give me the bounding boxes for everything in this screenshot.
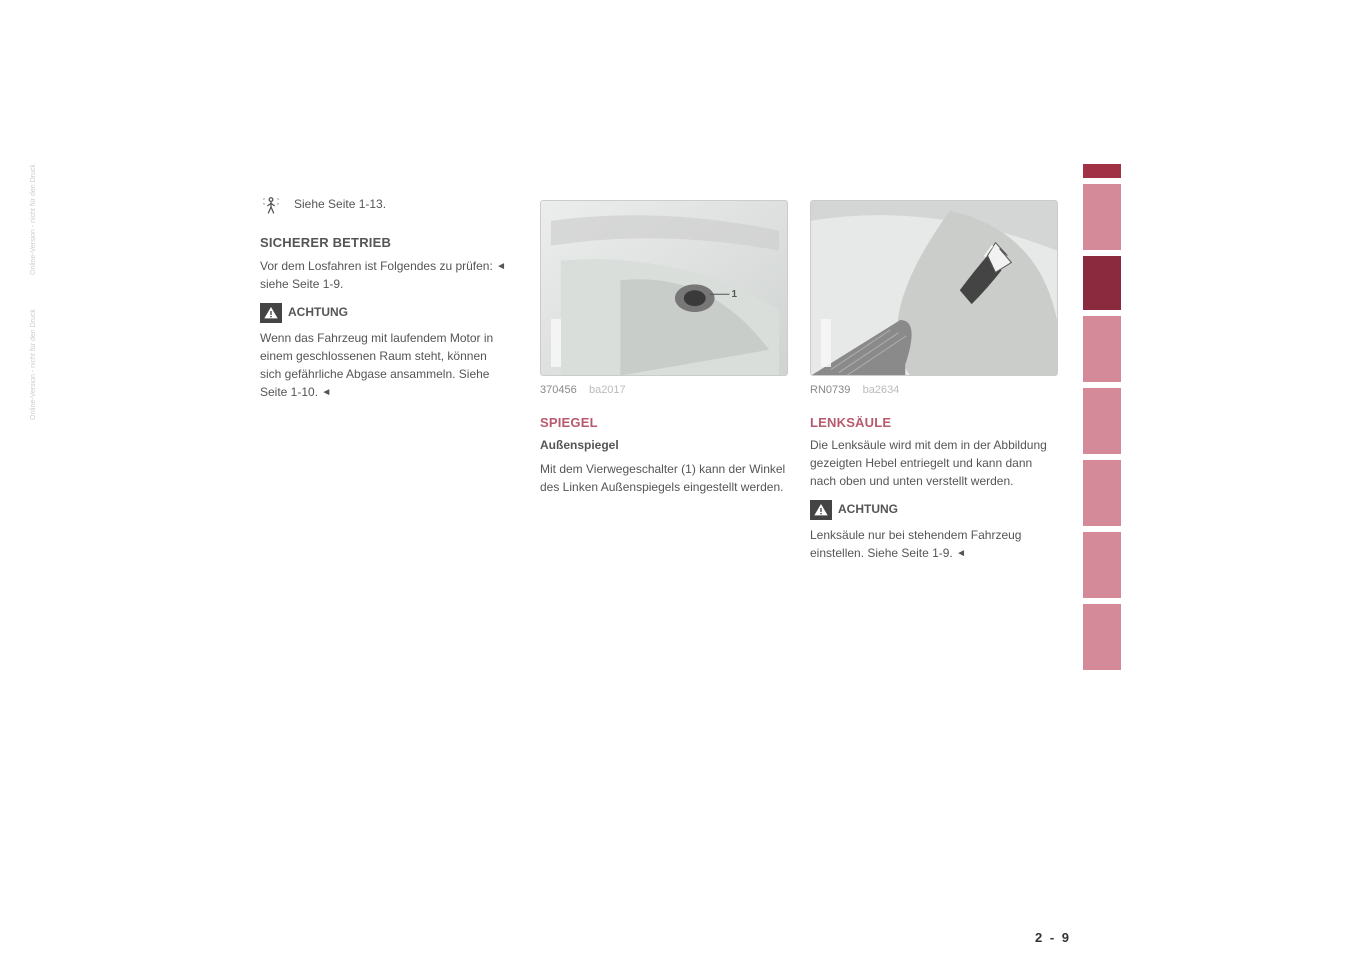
warning-body-right-text: Lenksäule nur bei stehendem Fahrzeug ein… [810, 528, 1021, 560]
tab-2-active[interactable] [1083, 256, 1121, 310]
warning-label-left: ACHTUNG [288, 303, 348, 321]
pedestrian-ref-text: Siehe Seite 1-13. [294, 195, 386, 213]
figure-steering-svg [811, 201, 1057, 376]
figure-caption-bar-1 [551, 319, 561, 367]
figure-2-id: RN0739 [810, 384, 850, 396]
steering-heading: LENKSÄULE [810, 413, 1060, 433]
tab-7[interactable] [1083, 604, 1121, 670]
figure-2-caption: RN0739 ba2634 [810, 382, 1060, 399]
mirrors-subheading: Außenspiegel [540, 436, 790, 454]
safe-intro-text: Vor dem Losfahren ist Folgendes zu prüfe… [260, 259, 493, 273]
figure-1-sub: ba2017 [589, 384, 626, 396]
tab-3[interactable] [1083, 316, 1121, 382]
tab-6[interactable] [1083, 532, 1121, 598]
warning-body-left: Wenn das Fahrzeug mit laufendem Motor in… [260, 329, 510, 401]
warning-body-left-text: Wenn das Fahrzeug mit laufendem Motor in… [260, 331, 493, 399]
page-number: 2 - 9 [1035, 930, 1071, 945]
overlay-text-left-2: Online-Version - nicht für den Druck [30, 309, 37, 420]
figure-mirror-svg: 1 [541, 201, 787, 376]
pointer-left-icon-3: ◄ [956, 548, 966, 559]
figure-2-sub: ba2634 [863, 384, 900, 396]
tab-strip-top [1083, 164, 1121, 178]
safe-operation-intro: Vor dem Losfahren ist Folgendes zu prüfe… [260, 257, 510, 293]
figure-1-id: 370456 [540, 384, 577, 396]
figure-1-caption: 370456 ba2017 [540, 382, 790, 399]
tab-1[interactable] [1083, 184, 1121, 250]
safe-intro-ref: siehe Seite 1-9. [260, 277, 343, 291]
column-right: RN0739 ba2634 LENKSÄULE Die Lenksäule wi… [810, 200, 1060, 568]
steering-body: Die Lenksäule wird mit dem in der Abbild… [810, 436, 1060, 490]
safe-operation-heading: Sicherer Betrieb [260, 233, 510, 253]
warning-body-right: Lenksäule nur bei stehendem Fahrzeug ein… [810, 526, 1060, 562]
column-middle: 1 370456 ba2017 SPIEGEL Außenspiegel Mit… [540, 200, 790, 502]
tab-5[interactable] [1083, 460, 1121, 526]
figure-caption-bar-2 [821, 319, 831, 367]
overlay-text-left-1: Online-Version - nicht für den Druck [30, 164, 37, 275]
warning-icon [260, 303, 282, 323]
manual-page: Online-Version - nicht für den Druck Onl… [0, 0, 1351, 954]
warning-label-right: ACHTUNG [838, 500, 898, 518]
column-left: Siehe Seite 1-13. Sicherer Betrieb Vor d… [260, 195, 510, 407]
mirrors-heading: SPIEGEL [540, 413, 790, 433]
mirrors-body: Mit dem Vierwegeschalter (1) kann der Wi… [540, 460, 790, 496]
pedestrian-icon [260, 195, 282, 217]
pointer-left-icon-2: ◄ [321, 387, 331, 398]
warning-icon-right [810, 500, 832, 520]
svg-text:1: 1 [731, 289, 737, 300]
figure-steering-lever [810, 200, 1058, 376]
tab-4[interactable] [1083, 388, 1121, 454]
figure-mirror-switch: 1 [540, 200, 788, 376]
section-tabs [1083, 164, 1123, 670]
pointer-left-icon: ◄ [496, 261, 506, 272]
